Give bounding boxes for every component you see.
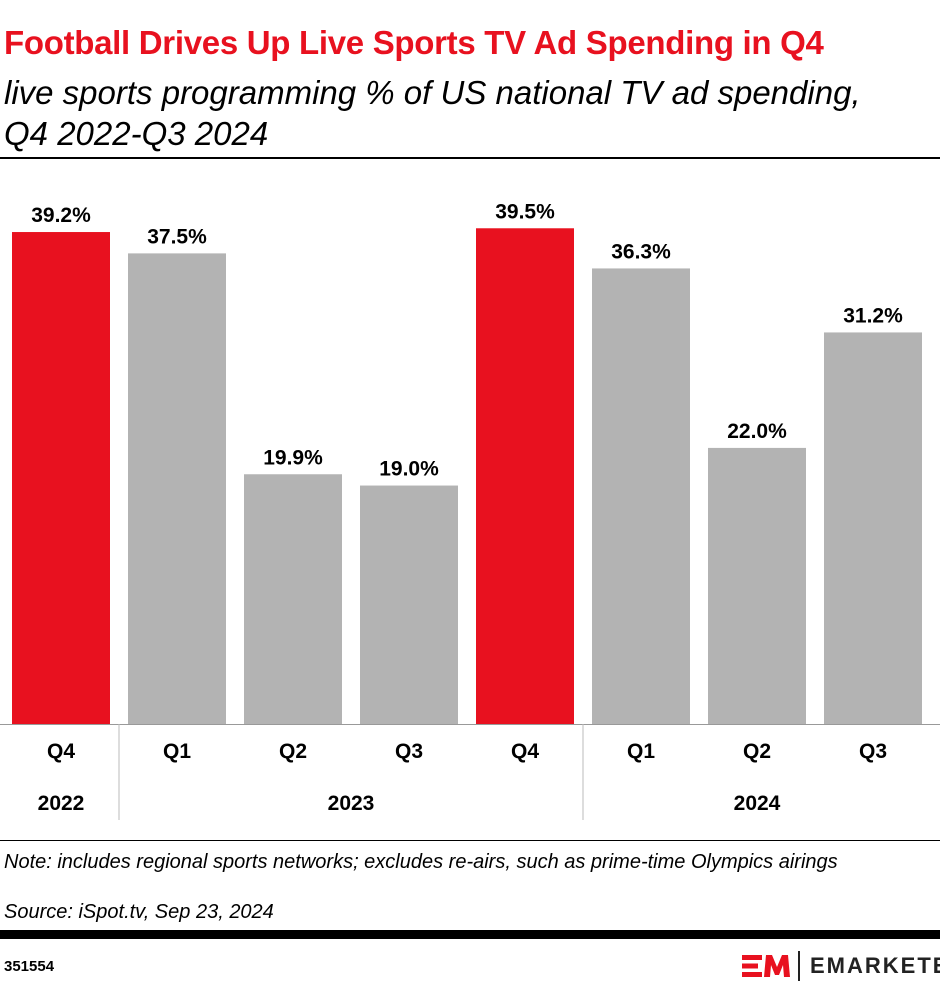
emarketer-logo: EMARKETER — [742, 950, 940, 982]
bar — [244, 474, 342, 724]
data-label: 39.5% — [495, 200, 555, 223]
bar — [824, 332, 922, 724]
brand-name: EMARKETER — [810, 953, 940, 978]
bar-chart: 39.2% Q4 37.5% Q1 19.9% Q2 19.0% Q3 39.5% Q4 36.3%… — [0, 200, 940, 820]
x-tick-label: Q1 — [163, 740, 191, 763]
data-label: 31.2% — [843, 304, 903, 327]
logo-separator — [798, 951, 800, 981]
header-rule — [0, 157, 940, 159]
chart-id: 351554 — [4, 958, 55, 975]
data-label: 19.0% — [379, 458, 439, 481]
source-text: Source: iSpot.tv, Sep 23, 2024 — [4, 901, 274, 923]
x-tick-label: Q3 — [395, 740, 423, 763]
bar — [360, 485, 458, 724]
x-group-label: 2024 — [734, 792, 781, 815]
data-label: 22.0% — [727, 420, 787, 443]
x-tick-label: Q1 — [627, 740, 655, 763]
bar — [708, 447, 806, 724]
x-group-label: 2023 — [328, 792, 375, 815]
bar — [592, 268, 690, 724]
data-label: 37.5% — [147, 225, 207, 248]
chart-subtitle: live sports programming % of US national… — [4, 74, 861, 152]
x-group-label: 2022 — [38, 792, 85, 815]
bar — [128, 253, 226, 724]
notes-rule — [0, 840, 940, 841]
bar — [12, 232, 110, 725]
x-tick-label: Q3 — [859, 740, 887, 763]
chart-title: Football Drives Up Live Sports TV Ad Spe… — [4, 24, 824, 61]
footer-rule — [0, 930, 940, 939]
x-tick-label: Q4 — [511, 740, 539, 763]
x-tick-label: Q2 — [743, 740, 771, 763]
data-label: 36.3% — [611, 240, 671, 263]
x-tick-label: Q2 — [279, 740, 307, 763]
bar — [476, 228, 574, 724]
note-text: Note: includes regional sports networks;… — [4, 851, 838, 873]
em-logo-icon — [742, 955, 790, 977]
data-label: 19.9% — [263, 446, 323, 469]
x-tick-label: Q4 — [47, 740, 75, 763]
data-label: 39.2% — [31, 204, 91, 227]
